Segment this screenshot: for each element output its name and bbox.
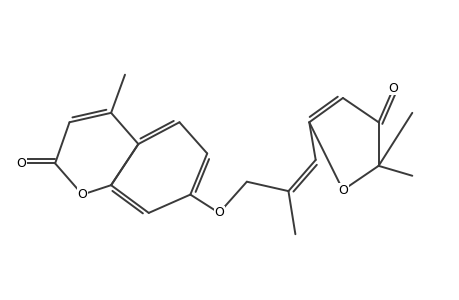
Text: O: O	[16, 157, 26, 170]
Text: O: O	[77, 188, 87, 201]
Text: O: O	[337, 184, 347, 196]
Text: O: O	[388, 82, 397, 94]
Text: O: O	[214, 206, 224, 219]
